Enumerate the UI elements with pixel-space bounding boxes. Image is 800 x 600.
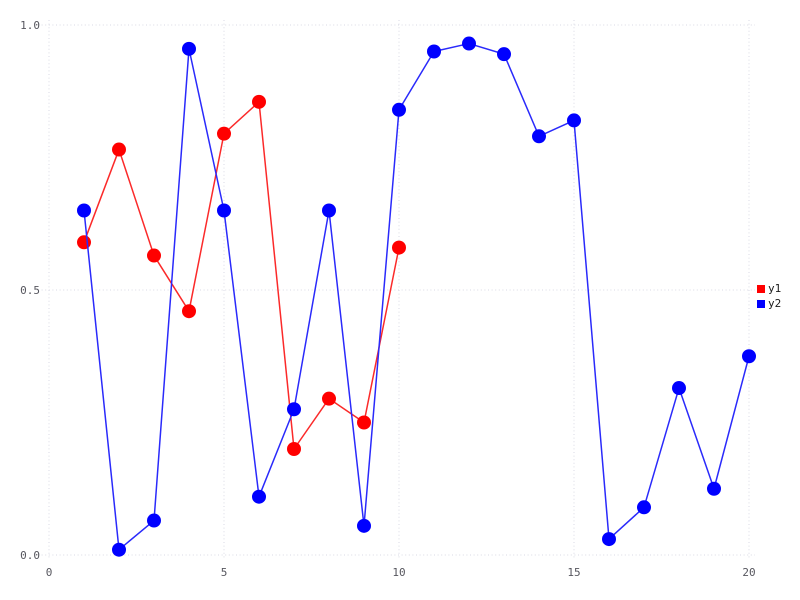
svg-text:5: 5 bbox=[221, 566, 228, 579]
svg-text:15: 15 bbox=[567, 566, 580, 579]
svg-text:0: 0 bbox=[46, 566, 53, 579]
legend-label-y1: y1 bbox=[768, 282, 782, 295]
y2-swatch-icon bbox=[757, 299, 765, 308]
legend: y1 y2 bbox=[757, 282, 781, 310]
legend-label-y2: y2 bbox=[768, 297, 782, 310]
svg-text:1.0: 1.0 bbox=[20, 19, 40, 32]
legend-item-y1: y1 bbox=[757, 282, 781, 295]
y1-swatch-icon bbox=[757, 284, 765, 293]
svg-text:0.5: 0.5 bbox=[20, 284, 40, 297]
svg-text:0.0: 0.0 bbox=[20, 549, 40, 562]
legend-item-y2: y2 bbox=[757, 297, 781, 310]
svg-text:20: 20 bbox=[742, 566, 755, 579]
svg-text:10: 10 bbox=[392, 566, 405, 579]
